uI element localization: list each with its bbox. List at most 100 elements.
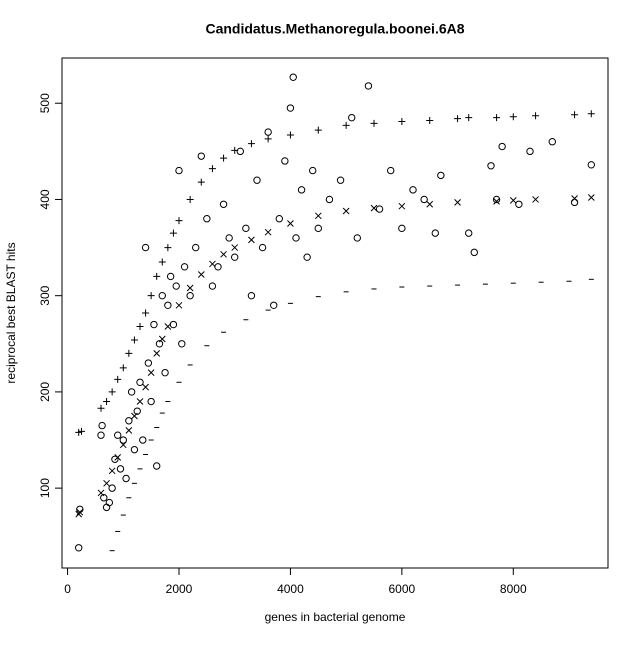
point bbox=[465, 229, 473, 237]
point bbox=[231, 244, 239, 251]
point bbox=[133, 407, 141, 415]
point bbox=[398, 224, 406, 233]
point bbox=[164, 301, 172, 310]
point bbox=[325, 195, 334, 204]
point bbox=[314, 224, 322, 233]
point bbox=[409, 186, 417, 194]
point bbox=[242, 224, 250, 233]
point bbox=[142, 309, 150, 317]
y-tick-label: 200 bbox=[38, 382, 52, 402]
y-tick-label: 100 bbox=[38, 478, 52, 498]
point bbox=[270, 301, 278, 310]
point bbox=[169, 229, 177, 237]
point bbox=[97, 404, 105, 412]
point bbox=[119, 364, 127, 372]
point bbox=[97, 431, 105, 439]
point bbox=[122, 474, 130, 483]
point bbox=[116, 465, 125, 473]
point bbox=[103, 479, 110, 487]
point bbox=[509, 197, 517, 204]
point bbox=[105, 498, 114, 507]
point bbox=[219, 200, 228, 208]
point bbox=[175, 166, 183, 175]
point bbox=[264, 135, 272, 143]
point bbox=[465, 114, 473, 122]
point bbox=[127, 388, 136, 396]
point bbox=[111, 455, 119, 463]
point bbox=[336, 176, 345, 184]
point bbox=[100, 494, 108, 502]
point bbox=[498, 142, 506, 151]
point bbox=[220, 250, 227, 258]
point bbox=[197, 271, 205, 278]
point bbox=[108, 388, 116, 396]
point bbox=[225, 234, 233, 242]
point bbox=[292, 234, 300, 242]
point bbox=[139, 436, 147, 444]
point bbox=[220, 154, 228, 162]
point bbox=[108, 467, 116, 475]
point bbox=[180, 263, 189, 271]
point bbox=[493, 114, 501, 122]
point bbox=[158, 335, 166, 343]
point bbox=[76, 508, 84, 516]
point bbox=[454, 198, 461, 206]
point bbox=[136, 378, 144, 386]
point bbox=[314, 212, 322, 220]
point bbox=[166, 272, 175, 281]
point bbox=[125, 427, 133, 434]
x-tick-label: 8000 bbox=[500, 582, 527, 596]
point bbox=[175, 217, 183, 225]
point bbox=[75, 510, 83, 518]
point bbox=[231, 253, 239, 261]
point bbox=[247, 140, 255, 148]
point bbox=[236, 147, 244, 156]
point bbox=[136, 322, 144, 330]
point bbox=[186, 284, 194, 292]
point bbox=[103, 398, 111, 406]
point bbox=[264, 228, 272, 236]
point bbox=[342, 121, 350, 129]
y-axis-label: reciprocal best BLAST hits bbox=[4, 242, 18, 383]
point bbox=[342, 207, 350, 215]
point bbox=[286, 131, 294, 139]
point bbox=[161, 368, 169, 377]
point bbox=[125, 417, 133, 425]
point bbox=[370, 204, 378, 212]
point bbox=[130, 445, 139, 454]
point bbox=[532, 112, 540, 120]
point bbox=[297, 186, 306, 194]
point bbox=[281, 157, 289, 165]
point bbox=[470, 248, 478, 257]
point bbox=[186, 291, 194, 300]
point bbox=[130, 336, 138, 344]
point bbox=[248, 236, 255, 244]
point bbox=[231, 146, 239, 154]
point bbox=[426, 200, 434, 208]
point bbox=[164, 323, 172, 330]
point bbox=[147, 397, 155, 406]
point bbox=[275, 214, 283, 223]
point bbox=[78, 427, 85, 435]
point bbox=[370, 119, 378, 127]
point bbox=[97, 489, 105, 497]
point bbox=[150, 320, 158, 329]
point bbox=[147, 369, 155, 377]
point bbox=[108, 484, 116, 492]
point bbox=[515, 200, 523, 208]
point bbox=[571, 195, 578, 202]
point bbox=[571, 111, 579, 119]
y-tick-label: 300 bbox=[38, 285, 52, 305]
point bbox=[98, 421, 106, 430]
point bbox=[303, 253, 311, 261]
point bbox=[348, 113, 356, 122]
point bbox=[119, 441, 127, 449]
point bbox=[375, 205, 384, 213]
point bbox=[454, 115, 462, 123]
point bbox=[178, 340, 186, 348]
point bbox=[258, 243, 267, 252]
point bbox=[548, 138, 556, 146]
point bbox=[309, 166, 317, 175]
point bbox=[353, 234, 361, 242]
